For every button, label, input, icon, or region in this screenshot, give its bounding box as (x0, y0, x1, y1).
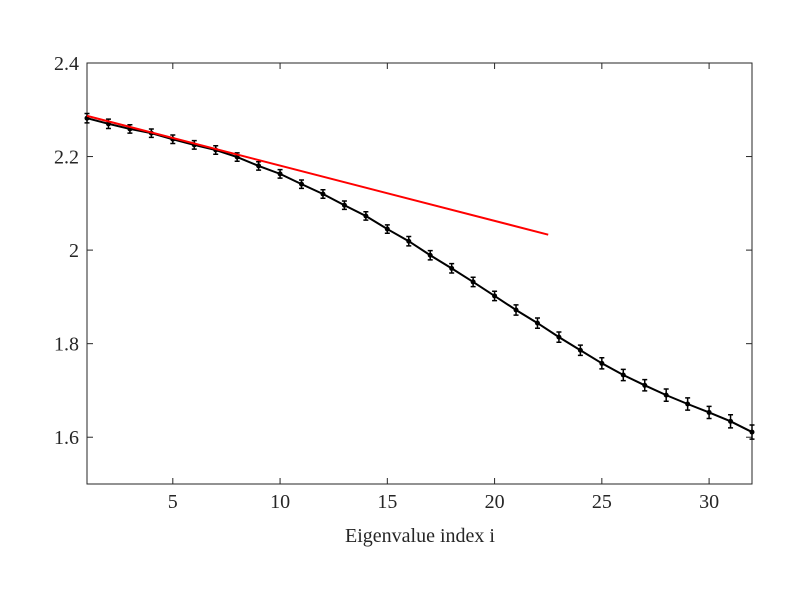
data-point (599, 360, 605, 366)
data-point (728, 418, 734, 424)
eigenvalue-series-line (86, 117, 753, 433)
data-point (384, 226, 390, 232)
data-point (534, 320, 540, 326)
data-point (663, 392, 669, 398)
data-point (449, 265, 455, 271)
plot-area (86, 62, 753, 485)
y-tick-label: 2.4 (54, 53, 79, 75)
x-axis-label: Eigenvalue index i (345, 525, 495, 547)
data-point (642, 382, 648, 388)
x-tick-label: 10 (270, 491, 290, 513)
data-point (320, 191, 326, 197)
x-tick-label: 30 (699, 491, 719, 513)
data-point (620, 372, 626, 378)
fit-line (86, 114, 549, 236)
data-point (341, 202, 347, 208)
y-tick-label: 2.2 (54, 147, 79, 169)
x-tick-label: 5 (168, 491, 178, 513)
x-tick-label: 20 (485, 491, 505, 513)
data-point (406, 238, 412, 244)
data-point (685, 401, 691, 407)
data-point (427, 252, 433, 258)
data-point (706, 409, 712, 415)
y-tick-label: 2 (69, 240, 79, 262)
data-point (577, 347, 583, 353)
y-tick-label: 1.8 (54, 334, 79, 356)
data-point (363, 213, 369, 219)
data-point (256, 163, 262, 169)
data-point (470, 279, 476, 285)
data-point (749, 429, 755, 435)
x-tick-label: 25 (592, 491, 612, 513)
data-point (299, 181, 305, 187)
data-point (513, 307, 519, 313)
data-point (492, 293, 498, 299)
x-tick-label: 15 (377, 491, 397, 513)
data-point (556, 334, 562, 340)
y-tick-label: 1.6 (54, 427, 79, 449)
data-point (277, 171, 283, 177)
